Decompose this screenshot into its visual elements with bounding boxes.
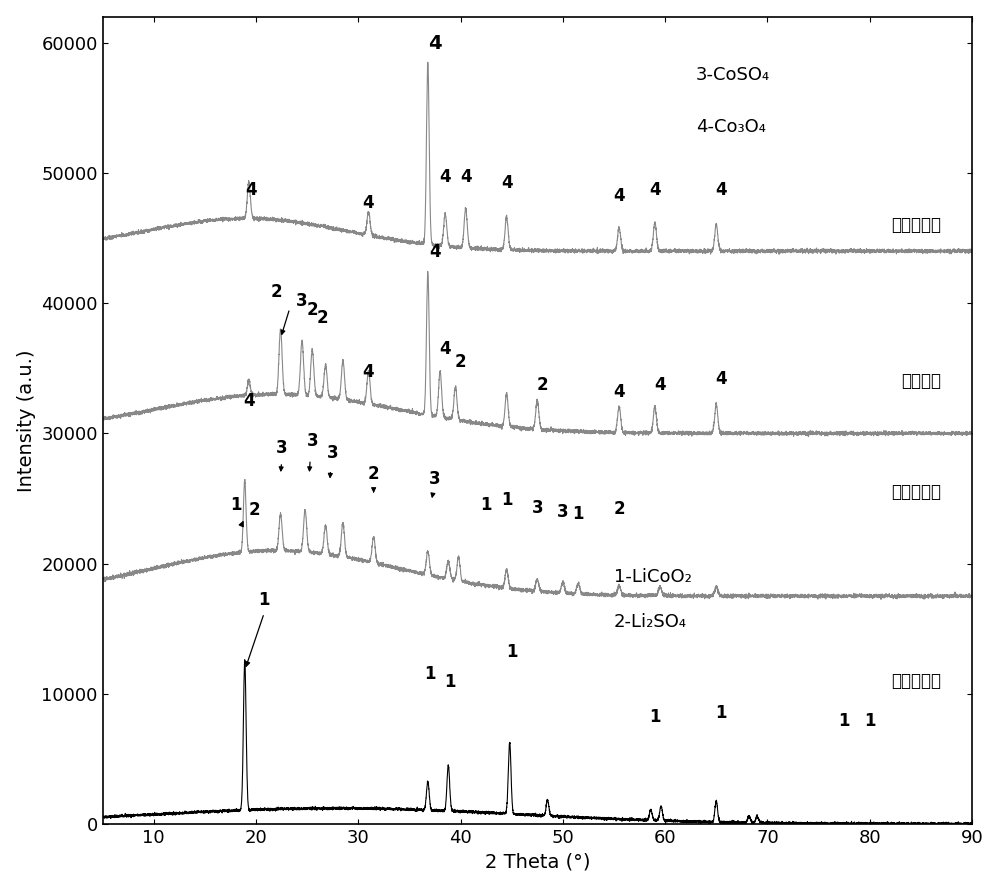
Text: 3: 3: [557, 503, 569, 520]
Text: 4: 4: [613, 383, 625, 400]
Text: 4: 4: [428, 34, 442, 53]
Text: 2: 2: [368, 464, 379, 483]
Text: 2: 2: [306, 301, 318, 319]
Text: 4: 4: [243, 392, 255, 410]
Text: 1: 1: [480, 496, 492, 514]
Text: 3: 3: [306, 432, 318, 450]
Text: 4: 4: [460, 168, 471, 186]
Text: 4-Co₃O₄: 4-Co₃O₄: [696, 118, 766, 137]
Text: 4: 4: [429, 243, 441, 261]
Text: 1: 1: [258, 591, 270, 609]
Text: 3: 3: [327, 444, 339, 462]
X-axis label: 2 Theta (°): 2 Theta (°): [485, 852, 590, 871]
Text: 1: 1: [424, 665, 436, 683]
Text: 1: 1: [501, 491, 512, 509]
Text: 1: 1: [716, 704, 727, 722]
Text: 钒酸锂原料: 钒酸锂原料: [891, 671, 941, 690]
Text: 中间混合物: 中间混合物: [891, 483, 941, 501]
Text: 1: 1: [230, 496, 241, 514]
Text: 1: 1: [506, 643, 517, 662]
Text: 2: 2: [248, 501, 260, 519]
Text: 2-Li₂SO₄: 2-Li₂SO₄: [614, 613, 687, 631]
Text: 4: 4: [613, 187, 625, 205]
Text: 2: 2: [613, 500, 625, 518]
Text: 2: 2: [537, 377, 548, 394]
Text: 4: 4: [363, 363, 374, 381]
Text: 1: 1: [445, 673, 456, 691]
Y-axis label: Intensity (a.u.): Intensity (a.u.): [17, 349, 36, 492]
Text: 3: 3: [296, 291, 308, 310]
Text: 4: 4: [363, 194, 374, 212]
Text: 2: 2: [271, 282, 282, 300]
Text: 4: 4: [245, 181, 257, 199]
Text: 3: 3: [429, 470, 441, 488]
Text: 焋烧产物: 焋烧产物: [901, 372, 941, 390]
Text: 3-CoSO₄: 3-CoSO₄: [696, 67, 770, 84]
Text: 1: 1: [572, 505, 584, 523]
Text: 2: 2: [317, 308, 328, 327]
Text: 浸出固体渣: 浸出固体渣: [891, 216, 941, 234]
Text: 4: 4: [439, 168, 451, 186]
Text: 2: 2: [455, 353, 466, 371]
Text: 4: 4: [439, 340, 451, 358]
Text: 1: 1: [864, 712, 875, 730]
Text: 1: 1: [649, 709, 661, 726]
Text: 3: 3: [531, 499, 543, 517]
Text: 3: 3: [276, 439, 287, 456]
Text: 4: 4: [649, 181, 661, 199]
Text: 4: 4: [716, 181, 727, 199]
Text: 1: 1: [838, 712, 850, 730]
Text: 1-LiCoO₂: 1-LiCoO₂: [614, 567, 692, 585]
Text: 4: 4: [716, 369, 727, 388]
Text: 4: 4: [654, 377, 666, 394]
Text: 4: 4: [501, 174, 512, 193]
